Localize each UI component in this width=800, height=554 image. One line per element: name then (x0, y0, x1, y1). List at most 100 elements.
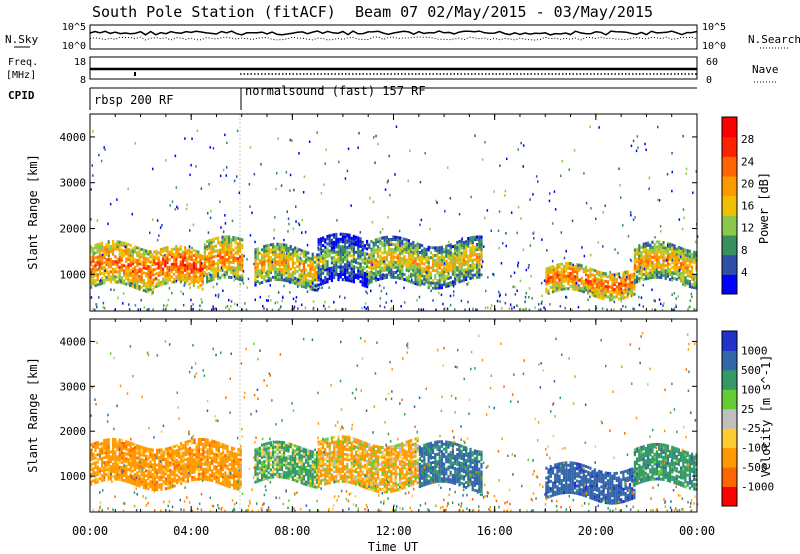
velocity-echo-cell (125, 447, 128, 451)
power-echo-cell (460, 254, 463, 258)
velocity-echo-cell (267, 463, 270, 467)
power-echo-cell (405, 238, 408, 242)
power-echo-cell (666, 272, 669, 276)
power-echo-cell (638, 261, 641, 265)
velocity-echo-cell (285, 476, 288, 480)
power-echo-cell (660, 268, 663, 272)
power-echo-cell (177, 277, 180, 281)
power-echo-cell (374, 261, 377, 265)
power-echo-cell (302, 265, 305, 269)
power-echo-cell (403, 260, 406, 264)
power-echo-cell (278, 278, 281, 282)
power-echo-cell (361, 270, 364, 274)
velocity-echo-cell (129, 456, 132, 460)
velocity-echo-cell (197, 455, 200, 459)
power-echo-cell (571, 277, 574, 281)
power-echo-cell (423, 282, 426, 286)
power-echo-cell (469, 259, 472, 263)
power-echo-cell (208, 241, 211, 245)
velocity-echo-cell (200, 442, 203, 446)
power-echo-cell (390, 263, 393, 267)
power-echo-cell (473, 273, 476, 277)
power-echo-cell (208, 266, 211, 270)
power-echo-cell (363, 259, 366, 263)
power-scatter-cell (175, 280, 178, 283)
power-echo-cell (377, 270, 380, 274)
power-echo-cell (103, 248, 106, 252)
velocity-echo-cell (123, 469, 126, 473)
power-echo-cell (339, 273, 342, 276)
power-scatter-cell (249, 234, 252, 237)
velocity-echo-cell (239, 450, 242, 454)
velocity-echo-cell (186, 479, 189, 483)
power-echo-cell (666, 267, 669, 271)
velocity-echo-cell (129, 471, 132, 475)
power-echo-cell (298, 278, 301, 282)
power-echo-cell (465, 270, 468, 274)
velocity-echo-cell (142, 449, 145, 452)
power-echo-cell (230, 243, 233, 247)
power-echo-cell (313, 278, 316, 282)
velocity-echo-cell (151, 448, 154, 452)
power-echo-cell (462, 268, 465, 272)
power-echo-cell (228, 245, 231, 249)
power-echo-cell (366, 247, 369, 251)
power-scatter-cell (499, 300, 501, 303)
power-echo-cell (269, 271, 272, 275)
power-echo-cell (458, 260, 461, 264)
velocity-echo-cell (200, 460, 203, 464)
velocity-echo-cell (118, 460, 121, 464)
power-echo-cell (686, 259, 689, 263)
power-echo-cell (225, 265, 228, 269)
power-scatter-cell (696, 235, 699, 238)
power-echo-cell (381, 261, 384, 265)
power-echo-cell (460, 244, 463, 248)
power-echo-cell (363, 281, 366, 285)
power-echo-cell (451, 260, 454, 264)
power-echo-cell (118, 270, 121, 274)
power-echo-cell (107, 247, 110, 251)
power-echo-cell (688, 254, 691, 258)
velocity-echo-cell (90, 465, 93, 469)
power-echo-cell (399, 239, 402, 242)
power-echo-cell (112, 267, 115, 271)
power-scatter-cell (241, 308, 244, 312)
velocity-echo-cell (92, 445, 95, 448)
power-echo-cell (177, 267, 180, 271)
power-echo-cell (140, 285, 143, 289)
velocity-echo-cell (107, 462, 110, 466)
power-scatter-cell (563, 256, 566, 260)
power-echo-cell (335, 238, 338, 241)
power-echo-cell (267, 263, 270, 267)
power-echo-cell (330, 276, 333, 280)
power-echo-cell (92, 277, 95, 281)
velocity-echo-cell (195, 450, 198, 454)
velocity-echo-cell (136, 483, 139, 487)
power-echo-cell (447, 254, 450, 258)
velocity-echo-cell (120, 456, 123, 460)
power-scatter-cell (422, 308, 425, 311)
power-echo-cell (179, 268, 182, 271)
power-echo-cell (157, 271, 160, 275)
power-echo-cell (438, 248, 441, 252)
velocity-echo-cell (151, 478, 154, 482)
power-echo-cell (658, 260, 661, 264)
velocity-echo-cell (182, 444, 185, 448)
power-echo-cell (274, 255, 277, 259)
power-echo-cell (677, 271, 680, 275)
velocity-echo-cell (254, 468, 257, 472)
power-echo-cell (127, 258, 130, 262)
power-echo-cell (558, 275, 561, 279)
velocity-echo-cell (169, 468, 172, 472)
power-echo-cell (184, 246, 187, 250)
power-echo-cell (410, 250, 413, 254)
power-echo-cell (458, 270, 461, 274)
power-echo-cell (181, 275, 184, 279)
velocity-echo-cell (160, 453, 163, 457)
velocity-echo-cell (120, 441, 123, 445)
power-echo-cell (434, 246, 437, 250)
velocity-echo-cell (145, 449, 148, 453)
power-echo-cell (664, 274, 667, 278)
velocity-echo-cell (291, 475, 294, 479)
velocity-echo-cell (178, 453, 181, 457)
